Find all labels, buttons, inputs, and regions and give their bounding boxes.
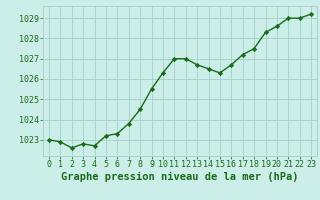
- X-axis label: Graphe pression niveau de la mer (hPa): Graphe pression niveau de la mer (hPa): [61, 172, 299, 182]
